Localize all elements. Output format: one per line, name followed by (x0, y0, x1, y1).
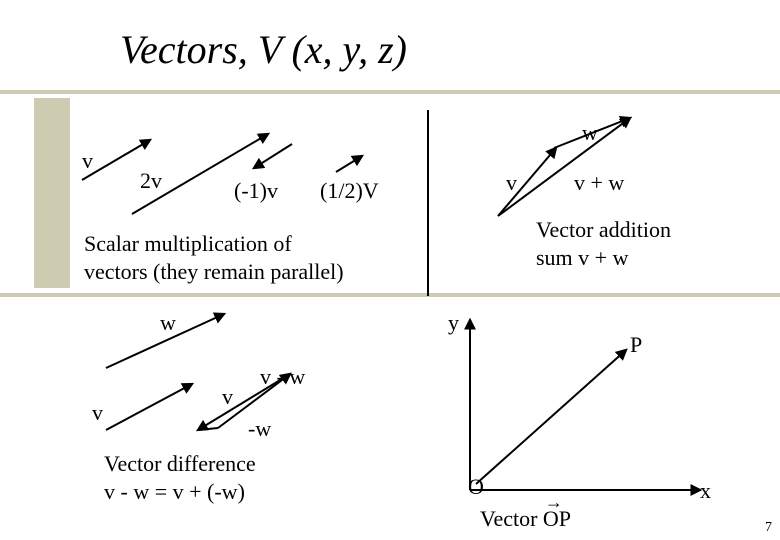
label-vplusw: v + w (574, 170, 624, 196)
label-vminusw: v - w (260, 364, 305, 390)
label-negw: -w (248, 416, 271, 442)
label-v-diff: v (92, 400, 103, 426)
addition-text: Vector addition sum v + w (536, 216, 671, 271)
label-w-diff: w (160, 310, 176, 336)
label-w-add: w (582, 120, 598, 146)
accent-line-mid (0, 293, 780, 297)
label-v-add: v (506, 170, 517, 196)
page-title: Vectors, V (x, y, z) (120, 26, 407, 73)
diff-text: Vector difference v - w = v + (-w) (104, 450, 256, 505)
label-neg1v: (-1)v (234, 178, 278, 204)
label-triangle-v: v (222, 384, 233, 410)
sidebar-block (34, 98, 70, 288)
accent-line-top (0, 90, 780, 94)
scalar-text: Scalar multiplication of vectors (they r… (84, 230, 344, 285)
label-opvec: Vector OP→ (480, 506, 571, 532)
label-v: v (82, 148, 93, 174)
label-y: y (448, 310, 459, 336)
page-number: 7 (765, 520, 772, 536)
label-P: P (630, 332, 642, 358)
opvec-text1: Vector (480, 506, 543, 531)
label-halfv: (1/2)V (320, 178, 379, 204)
label-O: O (468, 474, 484, 500)
label-x: x (700, 478, 711, 504)
label-2v: 2v (140, 168, 162, 194)
opvec-text2: OP→ (543, 506, 571, 531)
